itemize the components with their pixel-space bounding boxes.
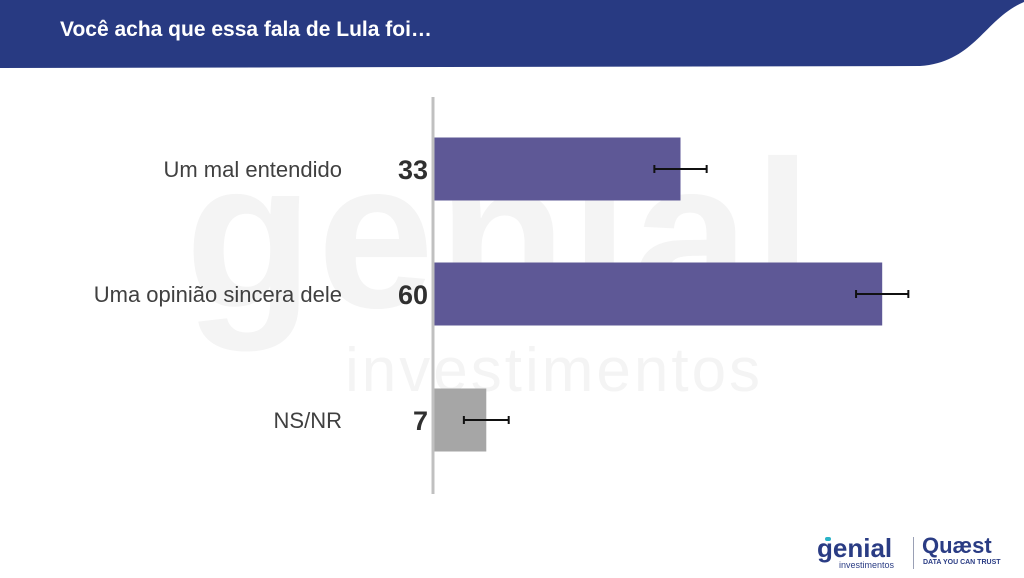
- genial-logo: genial investimentos: [817, 533, 905, 571]
- logo-divider: [913, 537, 914, 569]
- bar-1: [434, 262, 883, 326]
- footer-logos: genial investimentos Quæst DATA YOU CAN …: [817, 533, 1006, 571]
- value-label-2: 7: [413, 406, 428, 436]
- genial-logo-dot: [825, 537, 831, 541]
- category-label-2: NS/NR: [274, 408, 342, 433]
- page-title: Você acha que essa fala de Lula foi…: [60, 18, 432, 41]
- quaest-logo-tagline: DATA YOU CAN TRUST: [923, 559, 1001, 566]
- value-label-0: 33: [398, 155, 428, 185]
- genial-logo-sub: investimentos: [839, 560, 895, 570]
- quaest-logo: Quæst DATA YOU CAN TRUST: [922, 533, 1006, 571]
- value-label-1: 60: [398, 280, 428, 310]
- category-label-0: Um mal entendido: [163, 157, 342, 182]
- quaest-logo-word: Quæst: [922, 533, 992, 558]
- header-shape: [0, 0, 1024, 68]
- category-label-1: Uma opinião sincera dele: [94, 282, 342, 307]
- bar-0: [434, 137, 681, 201]
- genial-logo-word: genial: [817, 533, 893, 563]
- header-banner: Você acha que essa fala de Lula foi…: [0, 0, 1024, 68]
